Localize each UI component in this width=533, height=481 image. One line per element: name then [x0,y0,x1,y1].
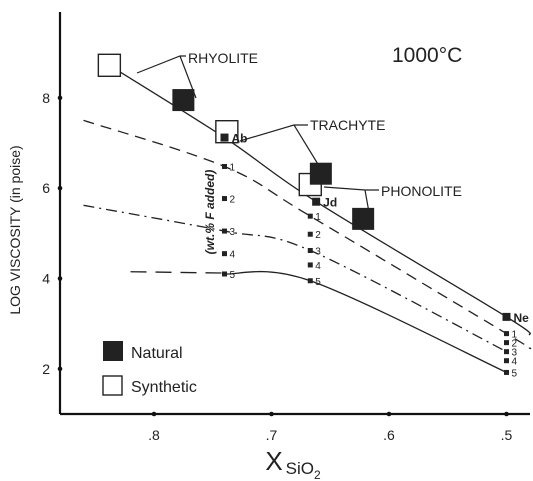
series-line-5 [224,270,507,374]
fluorine-mark-label: 4 [230,250,236,261]
y-tick-mark [57,366,63,372]
mineral-label: Ab [232,132,248,146]
fluorine-mark [504,349,509,355]
natural-point [172,89,195,112]
legend-synthetic-swatch [102,375,123,396]
fluorine-mark-label: 2 [230,195,236,206]
x-axis-title-subsub: 2 [314,468,321,481]
fluorine-mark [307,213,313,219]
mineral-point [312,197,321,206]
fluorine-label: (wt.% F added) [203,170,217,255]
x-tick-label: .5 [501,427,513,443]
fluorine-mark [307,278,313,284]
fluorine-mark [307,231,313,237]
synthetic-point [97,53,122,77]
fluorine-mark [222,251,227,257]
legend: Natural Synthetic [102,341,197,396]
fluorine-mark [222,228,227,234]
legend-natural-swatch [103,341,123,361]
fluorine-mark-label: 5 [512,368,518,379]
series-line-1 [83,119,532,350]
mineral-point [502,312,511,321]
rhyolite-label: RHYOLITE [188,50,258,66]
fluorine-mark [504,358,509,364]
x-tick-label: .8 [148,427,160,443]
x-tick-mark [151,411,157,417]
y-tick-mark [57,95,63,101]
fluorine-mark-label: 1 [230,162,236,173]
points-layer: Ab Jd Ne [97,53,530,325]
fluorine-mark [504,369,509,375]
fluorine-mark-label: 3 [230,227,236,238]
legend-synthetic-label: Synthetic [131,379,197,396]
y-tick-label: 4 [42,270,50,286]
series-line-3 [83,204,507,353]
y-axis-title: LOG VISCOSITY (in poise) [7,145,23,314]
ticks-layer: .8 .7 .6 .5 2 4 6 8 [42,90,512,443]
trachyte-leader [239,124,308,142]
fluorine-mark-label: 4 [512,357,518,368]
fluorine-mark [307,262,313,268]
y-tick-mark [57,276,63,281]
lines-layer [83,64,532,374]
y-tick-label: 2 [42,361,50,377]
temperature-label: 1000°C [392,44,462,67]
natural-point [309,162,332,185]
x-tick-label: .6 [383,427,395,443]
mineral-label: Ne [514,311,530,325]
mineral-label: Jd [323,196,337,210]
fluorine-mark-label: 5 [315,277,321,288]
x-axis-title-sub: SiO [286,459,314,478]
fluorine-mark [222,271,227,277]
fluorine-mark-label: 1 [512,330,518,341]
mineral-point [220,133,229,142]
fluorine-mark [222,196,227,202]
fluorine-mark [504,340,509,346]
x-tick-mark [269,411,274,417]
fluorine-mark-label: 3 [512,348,518,359]
x-tick-label: .7 [266,427,278,443]
legend-natural-label: Natural [131,345,183,362]
fluorine-mark-label: 1 [315,212,321,223]
fluorine-mark-label: 5 [230,270,236,281]
phonolite-leader [323,186,379,191]
phonolite-label: PHONOLITE [381,183,462,199]
fluorine-mark-label: 4 [315,261,321,272]
fluorine-mark [307,247,313,253]
x-tick-mark [504,411,509,417]
y-tick-label: 6 [42,180,50,196]
x-axis-title: X SiO2 [265,446,321,481]
rhyolite-leader [136,55,186,74]
series-line-5-extrap [130,271,225,274]
natural-point [352,207,375,230]
leader-lines [136,55,379,219]
trachyte-label: TRACHYTE [310,117,385,133]
fluorine-mark [222,163,227,169]
fluorine-mark [504,331,509,337]
y-tick-mark [57,185,63,191]
fluorine-mark-label: 3 [315,246,321,257]
fluorine-mark-label: 2 [315,230,321,241]
y-tick-label: 8 [42,90,50,106]
x-axis-title-main: X [265,446,282,476]
fluorine-mark-label: 2 [512,339,518,350]
x-tick-mark [386,411,392,417]
